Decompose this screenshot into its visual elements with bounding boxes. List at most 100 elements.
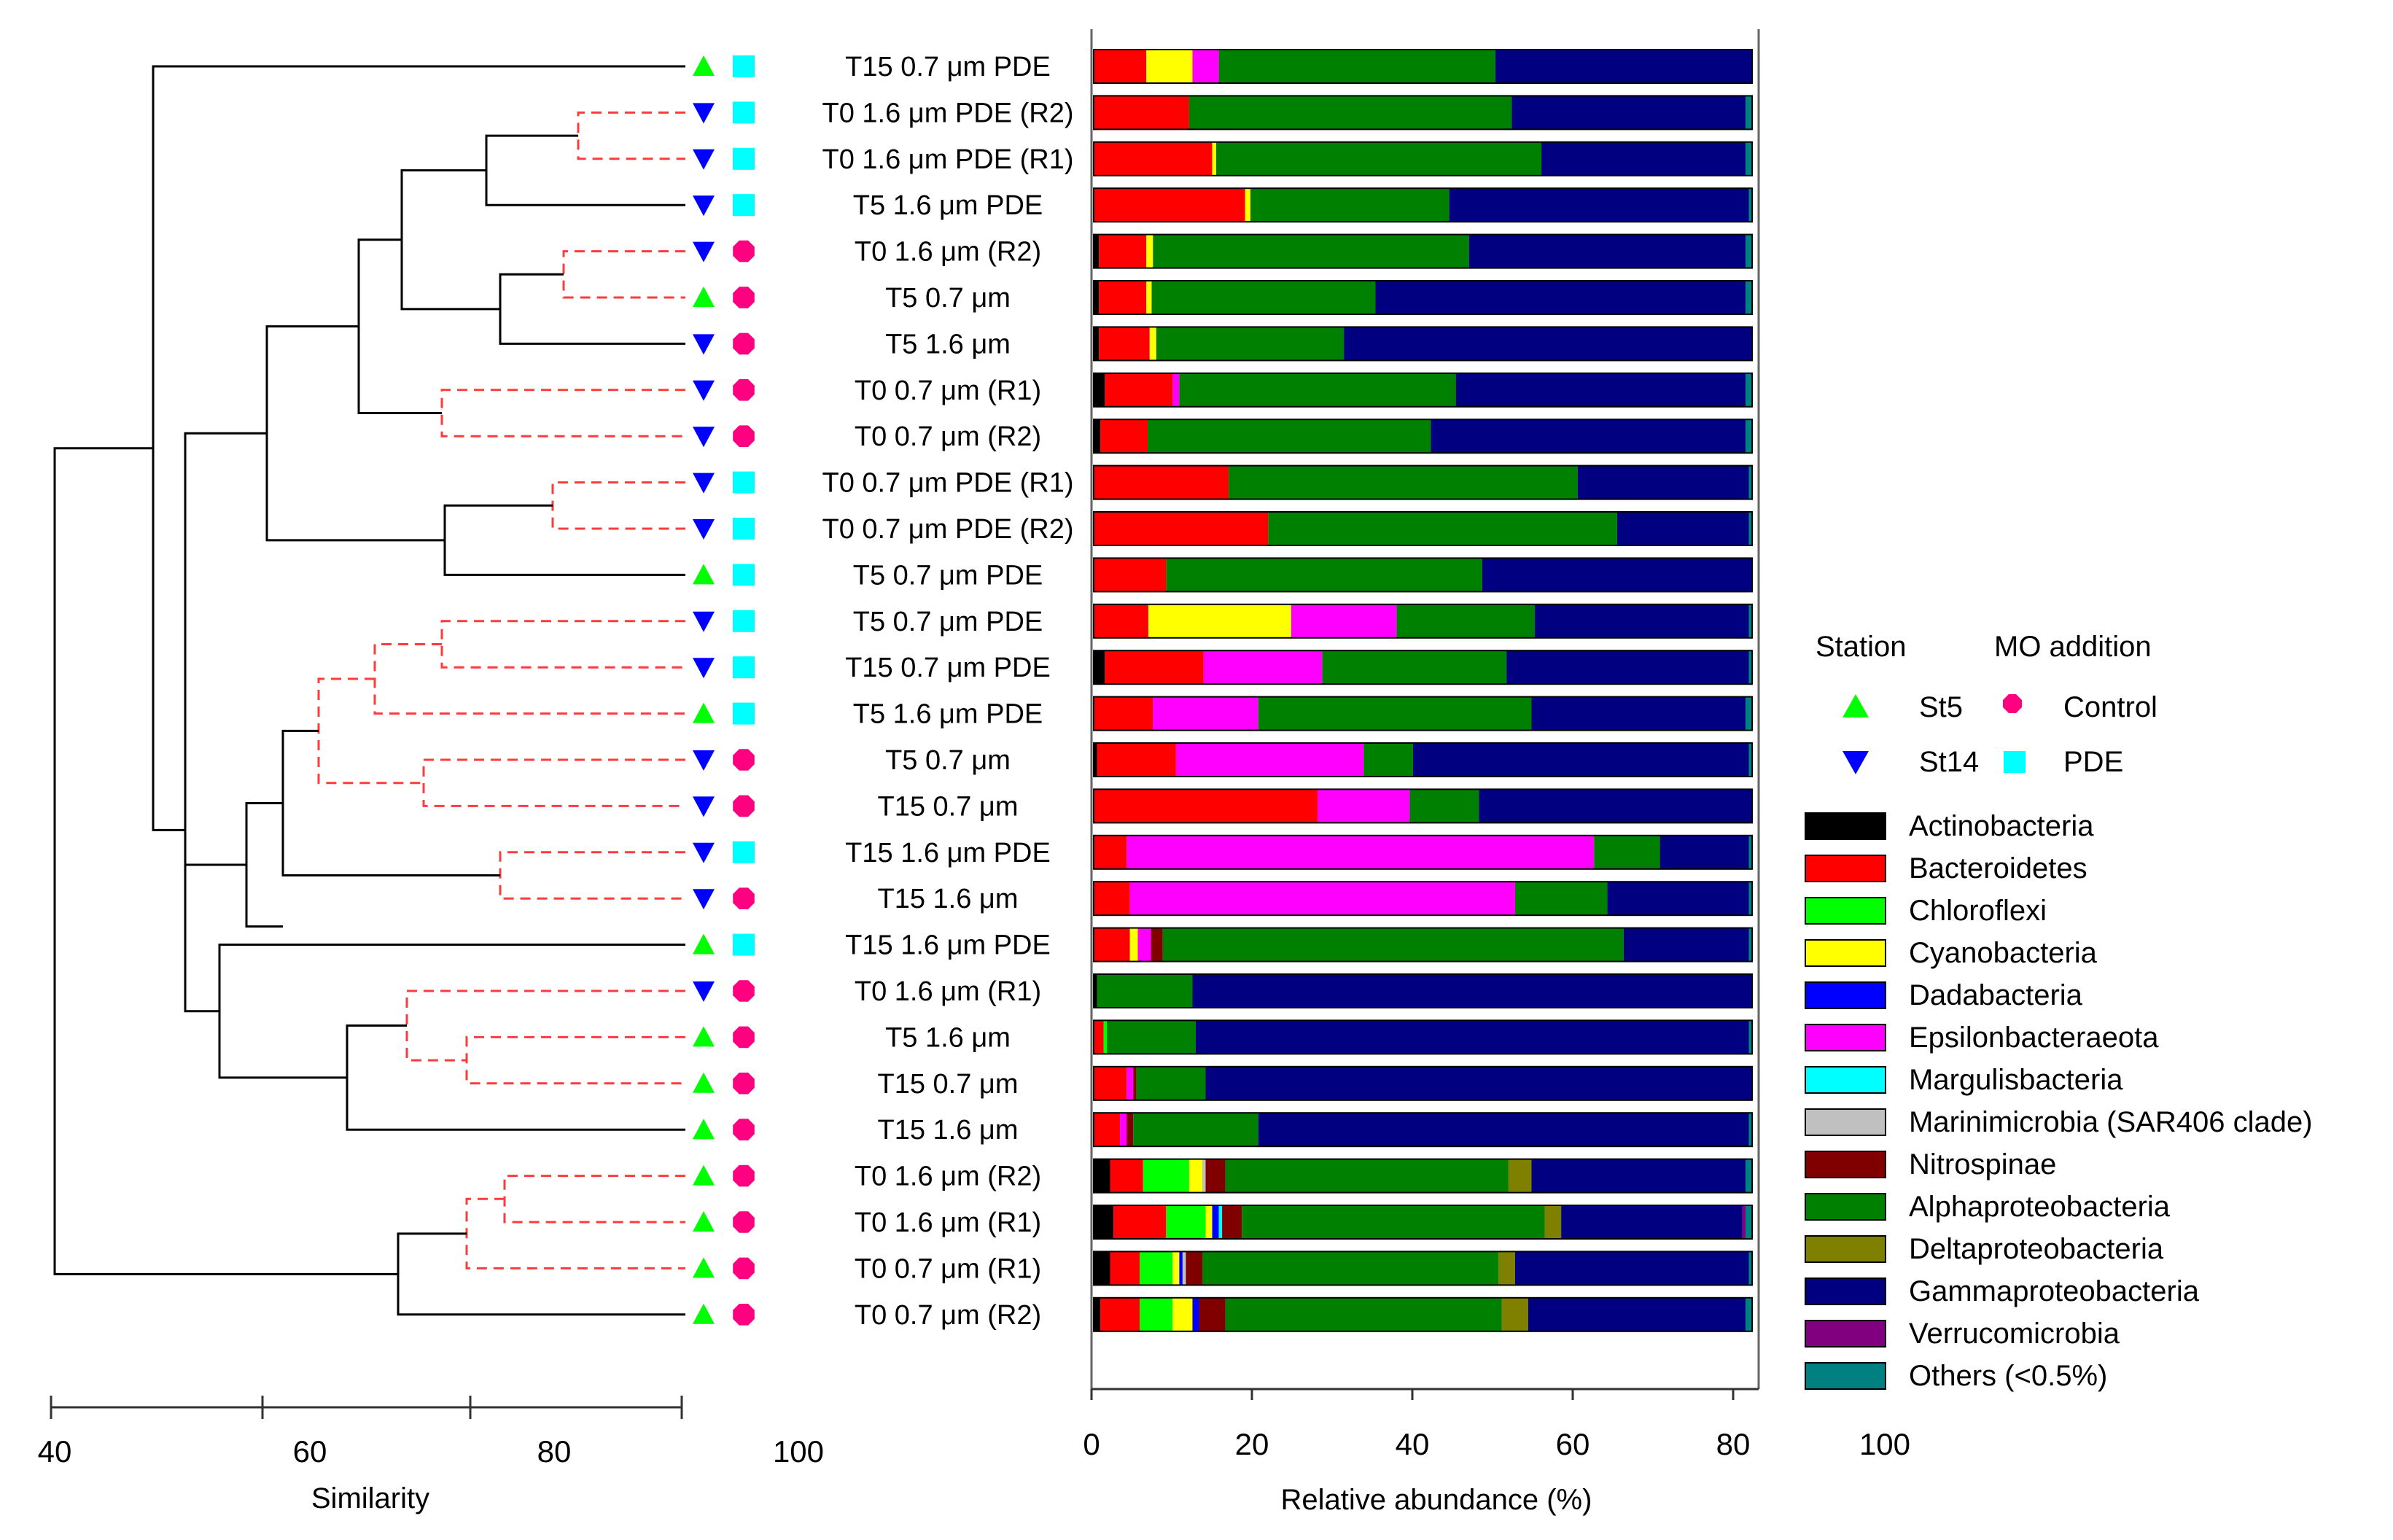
legend-st14-label: St14 [1919, 746, 1979, 778]
bar-segment-1-cyanobacteria [1146, 50, 1193, 83]
mo-marker-28 [733, 1304, 755, 1326]
bar-segment-12-gammaproteobacteria [1482, 558, 1752, 592]
link-p [281, 729, 500, 876]
bar-segment-27-deltaproteobacteria [1498, 1251, 1515, 1286]
sample-label-27: T0 0.7 μm (R1) [855, 1253, 1041, 1284]
bar-segment-5-cyanobacteria [1146, 234, 1153, 268]
bar-segment-6-actinobacteria [1094, 281, 1100, 314]
mo-marker-12 [733, 564, 755, 586]
legend-swatch-bacteroidetes [1805, 855, 1886, 882]
legend-label-others-0-5: Others (<0.5%) [1909, 1360, 2107, 1392]
bar-segment-28-dadabacteria [1192, 1297, 1199, 1331]
station-marker-3 [693, 149, 715, 170]
bar-segment-16-others-0-5 [1748, 743, 1752, 777]
mo-marker-16 [733, 749, 755, 771]
bar-segment-27-chloroflexi [1140, 1251, 1173, 1286]
station-marker-12 [693, 564, 715, 585]
bar-outline-21 [1093, 973, 1753, 1008]
legend-pde-label: PDE [2063, 746, 2123, 778]
similarity-tick-label-60: 60 [293, 1434, 327, 1469]
bar-segment-13-alphaproteobacteria [1396, 604, 1536, 638]
mo-marker-25 [733, 1164, 755, 1187]
link-x [503, 1175, 685, 1224]
sample-label-18: T15 1.6 μm PDE [845, 838, 1051, 868]
bar-segment-20-cyanobacteria [1129, 928, 1138, 962]
similarity-tick-label-80: 80 [537, 1434, 572, 1469]
bar-segment-22-bacteroidetes [1094, 1020, 1104, 1054]
station-marker-10 [693, 472, 715, 494]
link-c [562, 250, 685, 299]
station-marker-19 [693, 889, 715, 910]
link-v [218, 944, 685, 1079]
bar-segment-21-actinobacteria [1094, 974, 1097, 1008]
similarity-axis-ticks: 40 60 80 100 [38, 1396, 824, 1469]
station-marker-4 [693, 195, 715, 217]
mo-marker-23 [733, 1073, 755, 1094]
bar-outline-7 [1093, 326, 1753, 362]
bar-segment-14-actinobacteria [1094, 650, 1105, 685]
bar-segment-6-bacteroidetes [1099, 281, 1147, 314]
bar-segment-8-epsilonbacteraeota [1172, 373, 1180, 407]
bar-segment-17-epsilonbacteraeota [1318, 789, 1410, 823]
legend-mo-title: MO addition [1994, 631, 2152, 663]
sample-label-28: T0 0.7 μm (R2) [855, 1300, 1041, 1331]
sample-label-19: T15 1.6 μm [878, 884, 1019, 914]
bar-segment-7-cyanobacteria [1149, 327, 1156, 361]
bar-segment-10-bacteroidetes [1094, 465, 1229, 499]
link-i [443, 504, 685, 576]
bar-segment-20-gammaproteobacteria [1623, 928, 1749, 962]
legend-swatch-deltaproteobacteria [1805, 1235, 1886, 1263]
sample-label-15: T5 1.6 μm PDE [853, 699, 1043, 730]
bar-segment-7-gammaproteobacteria [1344, 327, 1752, 361]
station-marker-28 [693, 1303, 715, 1324]
bar-segment-27-cyanobacteria [1172, 1251, 1180, 1286]
similarity-axis-label: Similarity [311, 1482, 429, 1514]
stacked-bars [1093, 49, 1753, 1332]
sample-label-6: T5 0.7 μm [885, 283, 1011, 314]
bar-segment-18-alphaproteobacteria [1594, 835, 1660, 869]
bar-segment-7-alphaproteobacteria [1156, 327, 1345, 361]
bar-segment-10-others-0-5 [1748, 465, 1752, 499]
bar-tick-label-100: 100 [1859, 1427, 1910, 1461]
bar-segment-15-bacteroidetes [1094, 696, 1153, 731]
bar-tick-label-0: 0 [1083, 1427, 1100, 1461]
bar-segment-22-others-0-5 [1748, 1020, 1752, 1054]
dendrogram [53, 65, 685, 1316]
bar-segment-8-others-0-5 [1745, 373, 1752, 407]
station-marker-2 [693, 103, 715, 124]
sample-label-17: T15 0.7 μm [878, 791, 1019, 822]
sample-label-9: T0 0.7 μm (R2) [855, 421, 1041, 452]
legend-swatch-chloroflexi [1805, 897, 1886, 925]
bar-segment-11-gammaproteobacteria [1616, 512, 1749, 545]
link-q [245, 801, 283, 928]
legend-swatch-actinobacteria [1805, 812, 1886, 840]
bar-segment-25-alphaproteobacteria [1225, 1159, 1509, 1193]
sample-label-24: T15 1.6 μm [878, 1115, 1019, 1146]
bar-segment-18-others-0-5 [1748, 835, 1752, 869]
legend-label-marinimicrobia-sar406-clade: Marinimicrobia (SAR406 clade) [1909, 1106, 2313, 1138]
bar-segment-28-gammaproteobacteria [1528, 1297, 1746, 1331]
bar-segment-20-others-0-5 [1748, 928, 1752, 962]
bar-segment-23-nitrospinae [1133, 1066, 1137, 1100]
legend-swatch-gammaproteobacteria [1805, 1278, 1886, 1305]
bar-segment-28-bacteroidetes [1100, 1297, 1140, 1331]
bar-outline-23 [1093, 1065, 1753, 1101]
station-marker-21 [693, 981, 715, 1002]
mo-marker-22 [733, 1026, 755, 1049]
bar-segment-18-epsilonbacteraeota [1127, 835, 1595, 869]
bar-segment-12-bacteroidetes [1094, 558, 1167, 592]
link-y [465, 1197, 685, 1269]
station-marker-1 [693, 55, 715, 76]
bar-outline-4 [1093, 187, 1753, 223]
bar-segment-17-bacteroidetes [1094, 789, 1318, 823]
bar-segment-4-alphaproteobacteria [1250, 188, 1450, 222]
mo-marker-15 [733, 702, 755, 725]
bar-segment-1-gammaproteobacteria [1495, 50, 1752, 83]
legend-label-dadabacteria: Dadabacteria [1909, 979, 2083, 1011]
bar-segment-28-others-0-5 [1745, 1297, 1752, 1331]
mo-marker-10 [733, 471, 755, 494]
bar-segment-26-cyanobacteria [1205, 1205, 1213, 1239]
bar-segment-2-gammaproteobacteria [1511, 96, 1746, 130]
mo-marker-8 [733, 379, 755, 401]
